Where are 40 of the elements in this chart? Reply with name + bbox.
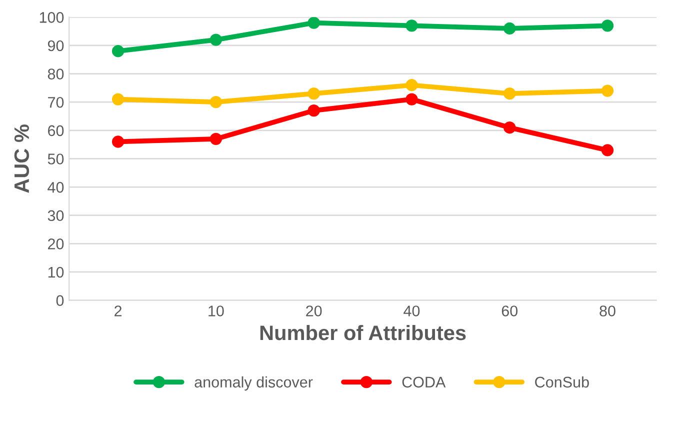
y-tick-label: 80 xyxy=(48,68,64,80)
x-axis-title: Number of Attributes xyxy=(260,324,466,340)
point xyxy=(504,122,516,134)
x-tick-label: 60 xyxy=(502,306,518,316)
point xyxy=(504,88,516,100)
point xyxy=(601,84,614,97)
point xyxy=(308,88,320,100)
point xyxy=(308,104,320,117)
y-tick-label: 70 xyxy=(48,96,64,108)
point xyxy=(406,20,418,32)
y-tick-label: 100 xyxy=(40,12,64,23)
x-tick-label: 2 xyxy=(114,306,122,316)
point xyxy=(112,45,124,58)
point xyxy=(601,20,614,32)
x-tick-label: 20 xyxy=(306,306,322,316)
point xyxy=(210,132,222,145)
point xyxy=(308,17,320,29)
point xyxy=(112,136,124,148)
y-tick-label: 20 xyxy=(48,238,64,250)
y-tick-label: 50 xyxy=(48,154,64,164)
point xyxy=(406,79,418,92)
point xyxy=(601,144,614,156)
y-tick-label: 40 xyxy=(48,182,64,193)
y-tick-label: 60 xyxy=(48,125,64,136)
point xyxy=(112,93,124,106)
y-axis-title: AUC % xyxy=(14,124,30,193)
legend-label: ConSub xyxy=(535,376,589,388)
y-tick-label: 30 xyxy=(48,210,64,222)
legend-label: CODA xyxy=(402,376,446,388)
point xyxy=(504,22,516,35)
y-tick-label: 90 xyxy=(48,40,64,52)
x-tick-label: 10 xyxy=(208,306,224,316)
y-tick-label: 0 xyxy=(56,295,64,306)
point xyxy=(210,34,222,46)
point xyxy=(210,96,222,108)
x-tick-label: 80 xyxy=(600,306,616,316)
legend-label: anomaly discover xyxy=(194,376,313,391)
x-tick-label: 40 xyxy=(404,306,420,316)
y-tick-label: 10 xyxy=(48,266,64,278)
point xyxy=(406,93,418,106)
